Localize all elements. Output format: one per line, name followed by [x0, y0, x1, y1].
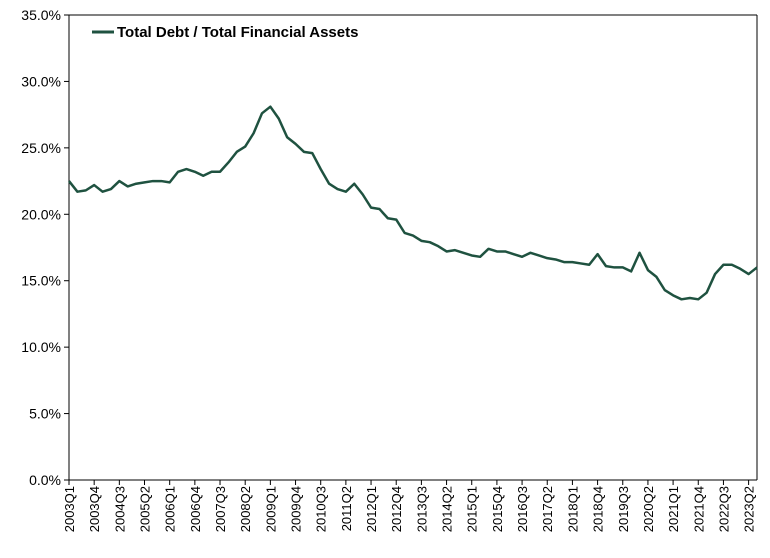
y-tick-label: 5.0% — [29, 406, 61, 422]
series-line-total-debt-ratio — [68, 105, 758, 301]
x-tick-label: 2003Q4 — [87, 486, 102, 532]
y-tick-label: 10.0% — [21, 339, 61, 355]
x-tick-label: 2019Q3 — [616, 486, 631, 532]
x-tick-label: 2015Q1 — [465, 486, 480, 532]
y-tick-label: 20.0% — [21, 206, 61, 222]
x-tick-label: 2012Q4 — [389, 486, 404, 532]
x-tick-label: 2018Q4 — [591, 486, 606, 532]
x-tick-label: 2015Q4 — [490, 486, 505, 532]
y-tick-label: 35.0% — [21, 7, 61, 23]
x-tick-label: 2011Q2 — [339, 486, 354, 531]
x-tick-label: 2021Q4 — [691, 486, 706, 532]
x-tick-label: 2012Q1 — [364, 486, 379, 532]
x-tick-label: 2017Q2 — [540, 486, 555, 532]
x-tick-label: 2009Q4 — [289, 486, 304, 532]
x-tick-label: 2016Q3 — [515, 486, 530, 532]
y-tick-label: 30.0% — [21, 73, 61, 89]
x-tick-label: 2007Q3 — [213, 486, 228, 532]
x-tick-label: 2013Q3 — [414, 486, 429, 532]
y-tick-label: 0.0% — [29, 472, 61, 488]
x-axis-ticks: 2003Q1 2003Q4 2004Q3 2005Q2 2006Q1 2006Q4 2007… — [62, 480, 757, 532]
x-tick-label: 2008Q2 — [238, 486, 253, 532]
x-tick-label: 2021Q1 — [666, 486, 681, 532]
x-tick-label: 2006Q4 — [188, 486, 203, 532]
legend-label: Total Debt / Total Financial Assets — [117, 24, 358, 41]
x-tick-label: 2010Q3 — [314, 486, 329, 532]
x-tick-label: 2009Q1 — [263, 486, 278, 532]
x-tick-label: 2003Q1 — [62, 486, 77, 532]
x-tick-label: 2005Q2 — [138, 486, 153, 532]
x-tick-label: 2022Q3 — [716, 486, 731, 532]
y-tick-label: 25.0% — [21, 140, 61, 156]
y-tick-label: 15.0% — [21, 273, 61, 289]
legend: Total Debt / Total Financial Assets — [92, 24, 358, 41]
x-tick-label: 2023Q2 — [742, 486, 757, 532]
y-axis-ticks: 0.0% 5.0% 10.0% 15.0% 20.0% 25.0% 30.0% 35.0% — [21, 7, 69, 488]
x-tick-label: 2004Q3 — [112, 486, 127, 532]
x-tick-label: 2020Q2 — [641, 486, 656, 532]
x-tick-label: 2006Q1 — [163, 486, 178, 532]
x-tick-label: 2014Q2 — [440, 486, 455, 532]
x-tick-label: 2018Q1 — [565, 486, 580, 532]
